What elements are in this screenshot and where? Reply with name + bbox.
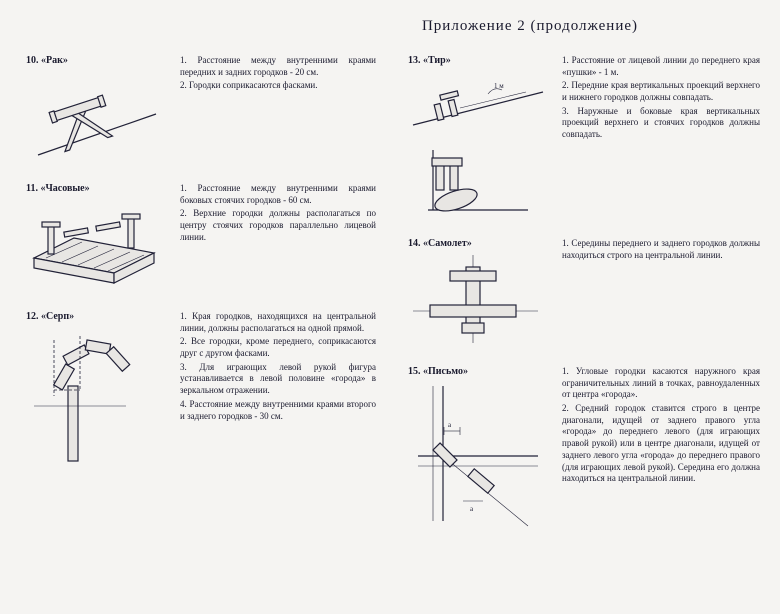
rak-diagram — [26, 70, 166, 165]
figure-10-title: 10. «Рак» — [26, 55, 176, 66]
svg-text:1 м: 1 м — [494, 82, 504, 90]
figure-15-p2: 2. Средний городок ставится строго в цен… — [562, 403, 760, 485]
figure-14-p1: 1. Середины переднего и заднего городков… — [562, 238, 760, 261]
figure-15-p1: 1. Угловые городки касаются наружного кр… — [562, 366, 760, 401]
page-header: Приложение 2 (продолжение) — [0, 18, 780, 35]
figure-14-title: 14. «Самолет» — [408, 238, 558, 249]
figure-14-text: 1. Середины переднего и заднего городков… — [558, 238, 760, 348]
tir-diagram: 1 м — [408, 70, 548, 220]
figure-11-text: 1. Расстояние между внутренними краями б… — [176, 183, 376, 293]
figure-11-p1: 1. Расстояние между внутренними краями б… — [180, 183, 376, 206]
figure-15-text: 1. Угловые городки касаются наружного кр… — [558, 366, 760, 531]
svg-text:a: a — [448, 421, 452, 429]
right-column: 13. «Тир» 1 м — [390, 55, 780, 610]
chasovye-diagram — [26, 198, 166, 293]
figure-15-title: 15. «Письмо» — [408, 366, 558, 377]
serp-diagram — [26, 326, 166, 476]
figure-11-p2: 2. Верхние городки должны располагаться … — [180, 208, 376, 243]
figure-10-text: 1. Расстояние между внутренними краями п… — [176, 55, 376, 165]
figure-15: 15. «Письмо» a — [408, 366, 760, 531]
figure-13-title: 13. «Тир» — [408, 55, 558, 66]
figure-11: 11. «Часовые» — [26, 183, 376, 293]
figure-12-p1: 1. Края городков, находящихся на централ… — [180, 311, 376, 334]
svg-text:a: a — [470, 505, 474, 513]
page-content: 10. «Рак» 1. Расстояние между внутре — [0, 55, 780, 610]
figure-13-p3: 3. Наружные и боковые края вертикальных … — [562, 106, 760, 141]
figure-10-p2: 2. Городки соприкасаются фасками. — [180, 80, 376, 92]
left-column: 10. «Рак» 1. Расстояние между внутре — [0, 55, 390, 610]
figure-10-p1: 1. Расстояние между внутренними краями п… — [180, 55, 376, 78]
figure-12-text: 1. Края городков, находящихся на централ… — [176, 311, 376, 476]
figure-12-p3: 3. Для играющих левой рукой фигура устан… — [180, 362, 376, 397]
figure-11-title: 11. «Часовые» — [26, 183, 176, 194]
pismo-diagram: a a — [408, 381, 548, 531]
figure-12: 12. «Серп» 1. Края городков, — [26, 311, 376, 476]
figure-12-title: 12. «Серп» — [26, 311, 176, 322]
figure-14: 14. «Самолет» 1. Середины переднего и за… — [408, 238, 760, 348]
figure-13-text: 1. Расстояние от лицевой линии до передн… — [558, 55, 760, 220]
figure-13-p1: 1. Расстояние от лицевой линии до передн… — [562, 55, 760, 78]
figure-10: 10. «Рак» 1. Расстояние между внутре — [26, 55, 376, 165]
figure-13: 13. «Тир» 1 м — [408, 55, 760, 220]
samolet-diagram — [408, 253, 548, 348]
figure-12-p4: 4. Расстояние между внутренними краями в… — [180, 399, 376, 422]
figure-13-p2: 2. Передние края вертикальных проекций в… — [562, 80, 760, 103]
figure-12-p2: 2. Все городки, кроме переднего, соприка… — [180, 336, 376, 359]
